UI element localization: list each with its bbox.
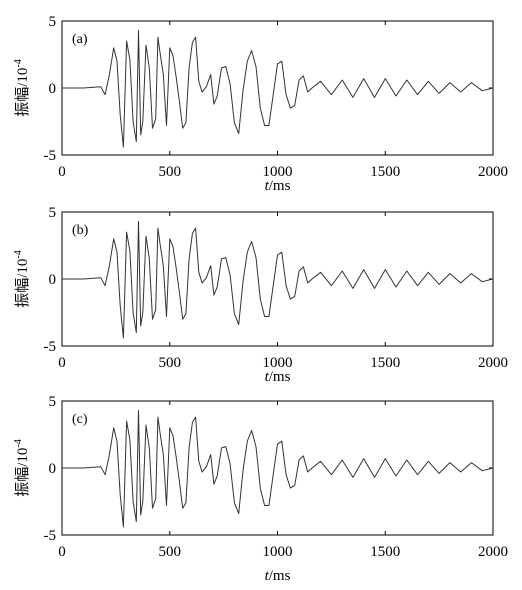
x-axis-label: t/ms	[265, 369, 291, 385]
x-tick-label: 0	[58, 164, 66, 180]
x-tick-label: 1500	[370, 164, 400, 180]
y-tick-label: -5	[44, 528, 57, 544]
x-tick-label: 0	[58, 544, 66, 560]
y-axis-label-exponent: -4	[13, 250, 24, 258]
y-tick-label: -5	[44, 339, 57, 355]
panel-label: (b)	[72, 223, 89, 238]
x-tick-label: 1000	[263, 544, 293, 560]
x-axis-label-var: t	[265, 178, 270, 194]
y-tick-label: 5	[49, 394, 57, 410]
x-tick-label: 2000	[478, 355, 508, 371]
waveform-line	[62, 29, 494, 148]
y-axis-label-main: 振幅/10	[14, 448, 31, 497]
y-tick-label: 0	[49, 81, 57, 97]
y-axis-label: 振幅/10-4	[13, 59, 31, 117]
y-axis-label-main: 振幅/10	[14, 68, 31, 117]
y-tick-label: 5	[49, 14, 57, 30]
panel-label: (a)	[72, 32, 88, 47]
x-axis-label-unit: /ms	[269, 369, 291, 385]
x-tick-label: 500	[159, 544, 182, 560]
x-tick-label: 1000	[263, 355, 293, 371]
y-tick-label: 0	[49, 272, 57, 288]
y-tick-label: -5	[44, 148, 57, 164]
x-tick-label: 0	[58, 355, 66, 371]
y-tick-label: 0	[49, 461, 57, 477]
y-axis-label-main: 振幅/10	[14, 259, 31, 308]
x-tick-label: 1500	[370, 544, 400, 560]
x-axis-label-var: t	[265, 369, 270, 385]
x-tick-label: 500	[159, 355, 182, 371]
x-tick-label: 2000	[478, 164, 508, 180]
x-axis-label-unit: /ms	[269, 178, 291, 194]
waveform-line	[62, 409, 494, 528]
y-axis-label-exponent: -4	[13, 439, 24, 447]
x-tick-label: 2000	[478, 544, 508, 560]
y-tick-label: 5	[49, 205, 57, 221]
panel-label: (c)	[72, 412, 88, 427]
y-axis-label: 振幅/10-4	[13, 439, 31, 497]
waveform-line	[62, 220, 494, 339]
x-axis-label-var: t	[265, 568, 270, 584]
x-tick-label: 1500	[370, 355, 400, 371]
x-tick-label: 1000	[263, 164, 293, 180]
x-axis-label: t/ms	[265, 178, 291, 194]
x-axis-label: t/ms	[265, 568, 291, 584]
x-tick-label: 500	[159, 164, 182, 180]
y-axis-label: 振幅/10-4	[13, 250, 31, 308]
y-axis-label-exponent: -4	[13, 59, 24, 67]
x-axis-label-unit: /ms	[269, 568, 291, 584]
